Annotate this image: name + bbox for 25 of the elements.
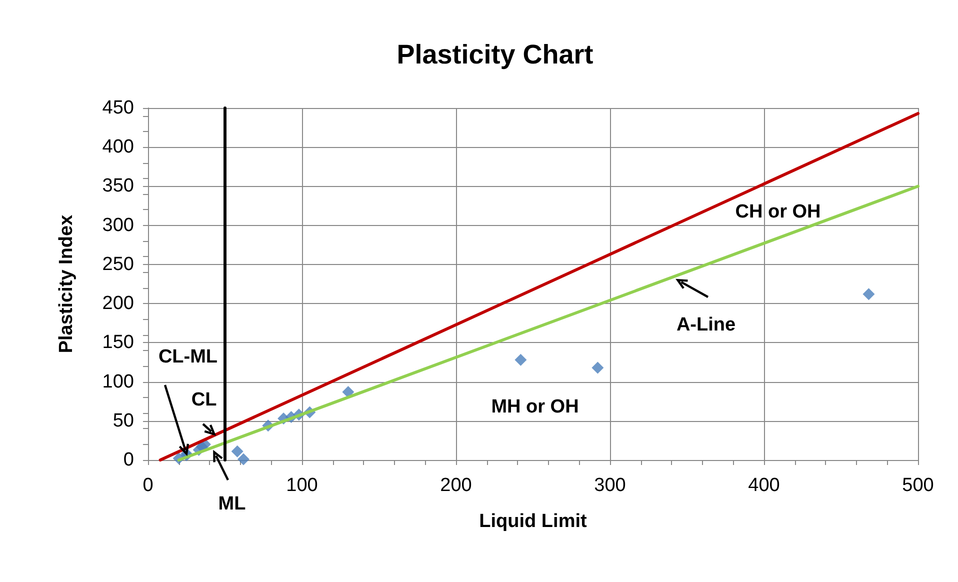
annotation: CL [191,390,218,410]
annotation: ML [218,494,246,514]
x-tick-label: 0 [142,475,154,496]
x-axis-title: Liquid Limit [479,511,588,532]
x-tick-label: 300 [594,475,626,496]
x-tick-label: 100 [286,475,318,496]
annotation: CH or OH [735,202,821,222]
x-tick-label: 200 [440,475,472,496]
y-tick-label: 450 [102,98,134,118]
y-tick-label: 250 [102,254,134,275]
x-tick-label: 500 [902,475,934,496]
chart-title: Plasticity Chart [396,40,594,70]
y-tick-label: 50 [112,410,134,432]
annotation: CL-ML [158,346,218,368]
y-tick-label: 150 [102,332,134,354]
annotation: MH or OH [491,396,579,418]
y-tick-label: 200 [102,293,134,314]
y-tick-label: 300 [102,214,134,236]
annotation: A-Line [676,314,736,336]
y-tick-label: 0 [123,450,134,470]
x-tick-label: 400 [748,475,780,496]
y-tick-label: 400 [102,136,134,158]
y-axis-title: Plasticity Index [56,214,77,354]
y-tick-label: 350 [102,176,134,197]
y-tick-label: 100 [102,371,134,392]
